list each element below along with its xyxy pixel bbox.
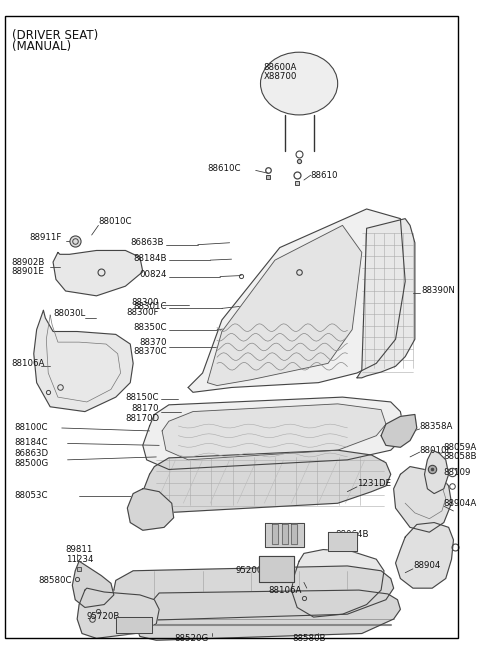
Text: 88184B: 88184B [133,253,167,263]
Text: 88106A: 88106A [268,586,301,595]
Text: (MANUAL): (MANUAL) [12,40,71,53]
Polygon shape [116,617,153,633]
Polygon shape [127,489,174,531]
Text: 88109: 88109 [444,468,471,477]
Text: (DRIVER SEAT): (DRIVER SEAT) [12,29,98,41]
Polygon shape [188,209,405,392]
Polygon shape [162,404,386,460]
Text: 88370C: 88370C [133,347,167,356]
Polygon shape [328,533,357,552]
Polygon shape [381,415,417,447]
Text: 88580B: 88580B [292,634,325,643]
Text: 88904: 88904 [413,561,440,571]
Text: 88010L: 88010L [420,445,452,455]
Text: 88904A: 88904A [444,498,477,508]
Text: 88170: 88170 [132,404,159,413]
Polygon shape [53,250,143,296]
Text: 88911F: 88911F [29,233,61,242]
Polygon shape [424,450,449,494]
Text: 88150C: 88150C [126,392,159,402]
Polygon shape [396,523,454,588]
Text: 88301C: 88301C [133,302,167,311]
Text: 88058B: 88058B [444,453,477,461]
Text: 86863D: 86863D [14,449,48,458]
Text: 88350C: 88350C [133,323,167,332]
Text: 88370: 88370 [139,337,167,346]
Text: 88184C: 88184C [14,438,48,447]
Polygon shape [137,590,400,640]
Text: 88059A: 88059A [444,443,477,452]
Text: 88390N: 88390N [421,286,456,295]
Polygon shape [394,466,452,533]
Text: 88053C: 88053C [14,491,48,500]
Text: 88610: 88610 [311,171,338,179]
Polygon shape [207,225,362,386]
Polygon shape [77,588,159,639]
Text: 89811: 89811 [66,545,93,554]
Polygon shape [272,525,278,544]
Polygon shape [291,525,297,544]
Text: 88500G: 88500G [14,459,49,468]
Polygon shape [143,450,391,513]
Text: 1231DE: 1231DE [357,479,391,489]
Text: 88902B: 88902B [12,257,45,267]
Text: 88901E: 88901E [12,267,45,276]
Text: 88358A: 88358A [420,422,453,430]
Ellipse shape [261,52,337,115]
Text: 88170D: 88170D [125,414,159,423]
Polygon shape [259,556,294,582]
Text: 88106A: 88106A [12,359,45,368]
Text: 11234: 11234 [66,555,93,564]
Text: 88300: 88300 [132,298,159,307]
Polygon shape [265,523,304,547]
Text: 88520G: 88520G [174,634,208,643]
Text: 00824: 00824 [139,270,167,279]
Text: 88100C: 88100C [14,424,48,432]
Polygon shape [291,550,384,617]
Text: 88030L: 88030L [53,309,85,318]
Text: 95720B: 95720B [87,612,120,621]
Text: 86863B: 86863B [131,238,164,247]
Polygon shape [357,219,415,378]
Polygon shape [72,561,114,607]
Text: 88010C: 88010C [98,217,132,226]
Text: 88610C: 88610C [207,164,241,173]
Text: X88700: X88700 [264,72,297,81]
Text: 95200: 95200 [235,567,263,575]
Polygon shape [143,397,403,470]
Polygon shape [34,310,133,411]
Text: 88580C: 88580C [38,576,72,585]
Text: 88300F: 88300F [127,308,159,317]
Text: 88600A: 88600A [264,63,297,71]
Text: 88064B: 88064B [336,530,369,538]
Polygon shape [108,566,394,621]
Polygon shape [282,525,288,544]
